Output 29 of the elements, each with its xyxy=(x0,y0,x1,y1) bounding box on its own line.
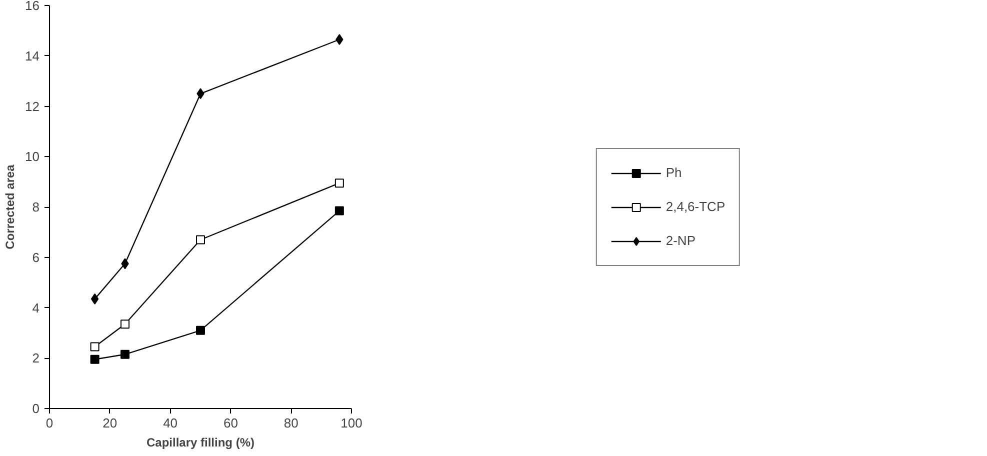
y-tick-label: 16 xyxy=(25,0,40,13)
point xyxy=(90,293,99,304)
point xyxy=(334,206,344,216)
legend-label: Ph xyxy=(666,165,683,180)
legend-label: 2-NP xyxy=(666,233,696,248)
point xyxy=(90,354,100,364)
point xyxy=(334,178,344,188)
x-tick-label: 60 xyxy=(223,416,238,430)
y-tick-label: 14 xyxy=(25,48,40,64)
x-tick-label: 0 xyxy=(46,416,54,430)
point xyxy=(120,320,130,329)
x-tick-label: 20 xyxy=(102,416,118,430)
y-tick-label: 10 xyxy=(25,149,40,164)
legend-label: 2,4,6-TCP xyxy=(666,199,726,214)
point xyxy=(90,342,100,352)
y-axis-title: Corrected area xyxy=(3,164,18,250)
y-tick-label: 6 xyxy=(32,250,40,265)
x-tick-label: 100 xyxy=(340,416,362,430)
x-tick-label: 40 xyxy=(163,416,178,430)
point xyxy=(120,350,130,359)
y-tick-label: 4 xyxy=(32,300,40,316)
y-tick-label: 8 xyxy=(32,200,40,214)
y-tick-label: 12 xyxy=(25,98,40,114)
x-axis-title: Capillary filling (%) xyxy=(146,436,255,450)
point xyxy=(196,235,205,244)
x-tick-label: 80 xyxy=(284,416,298,430)
point xyxy=(196,326,205,335)
y-tick-label: 0 xyxy=(32,401,40,416)
y-tick-label: 2 xyxy=(32,350,40,366)
